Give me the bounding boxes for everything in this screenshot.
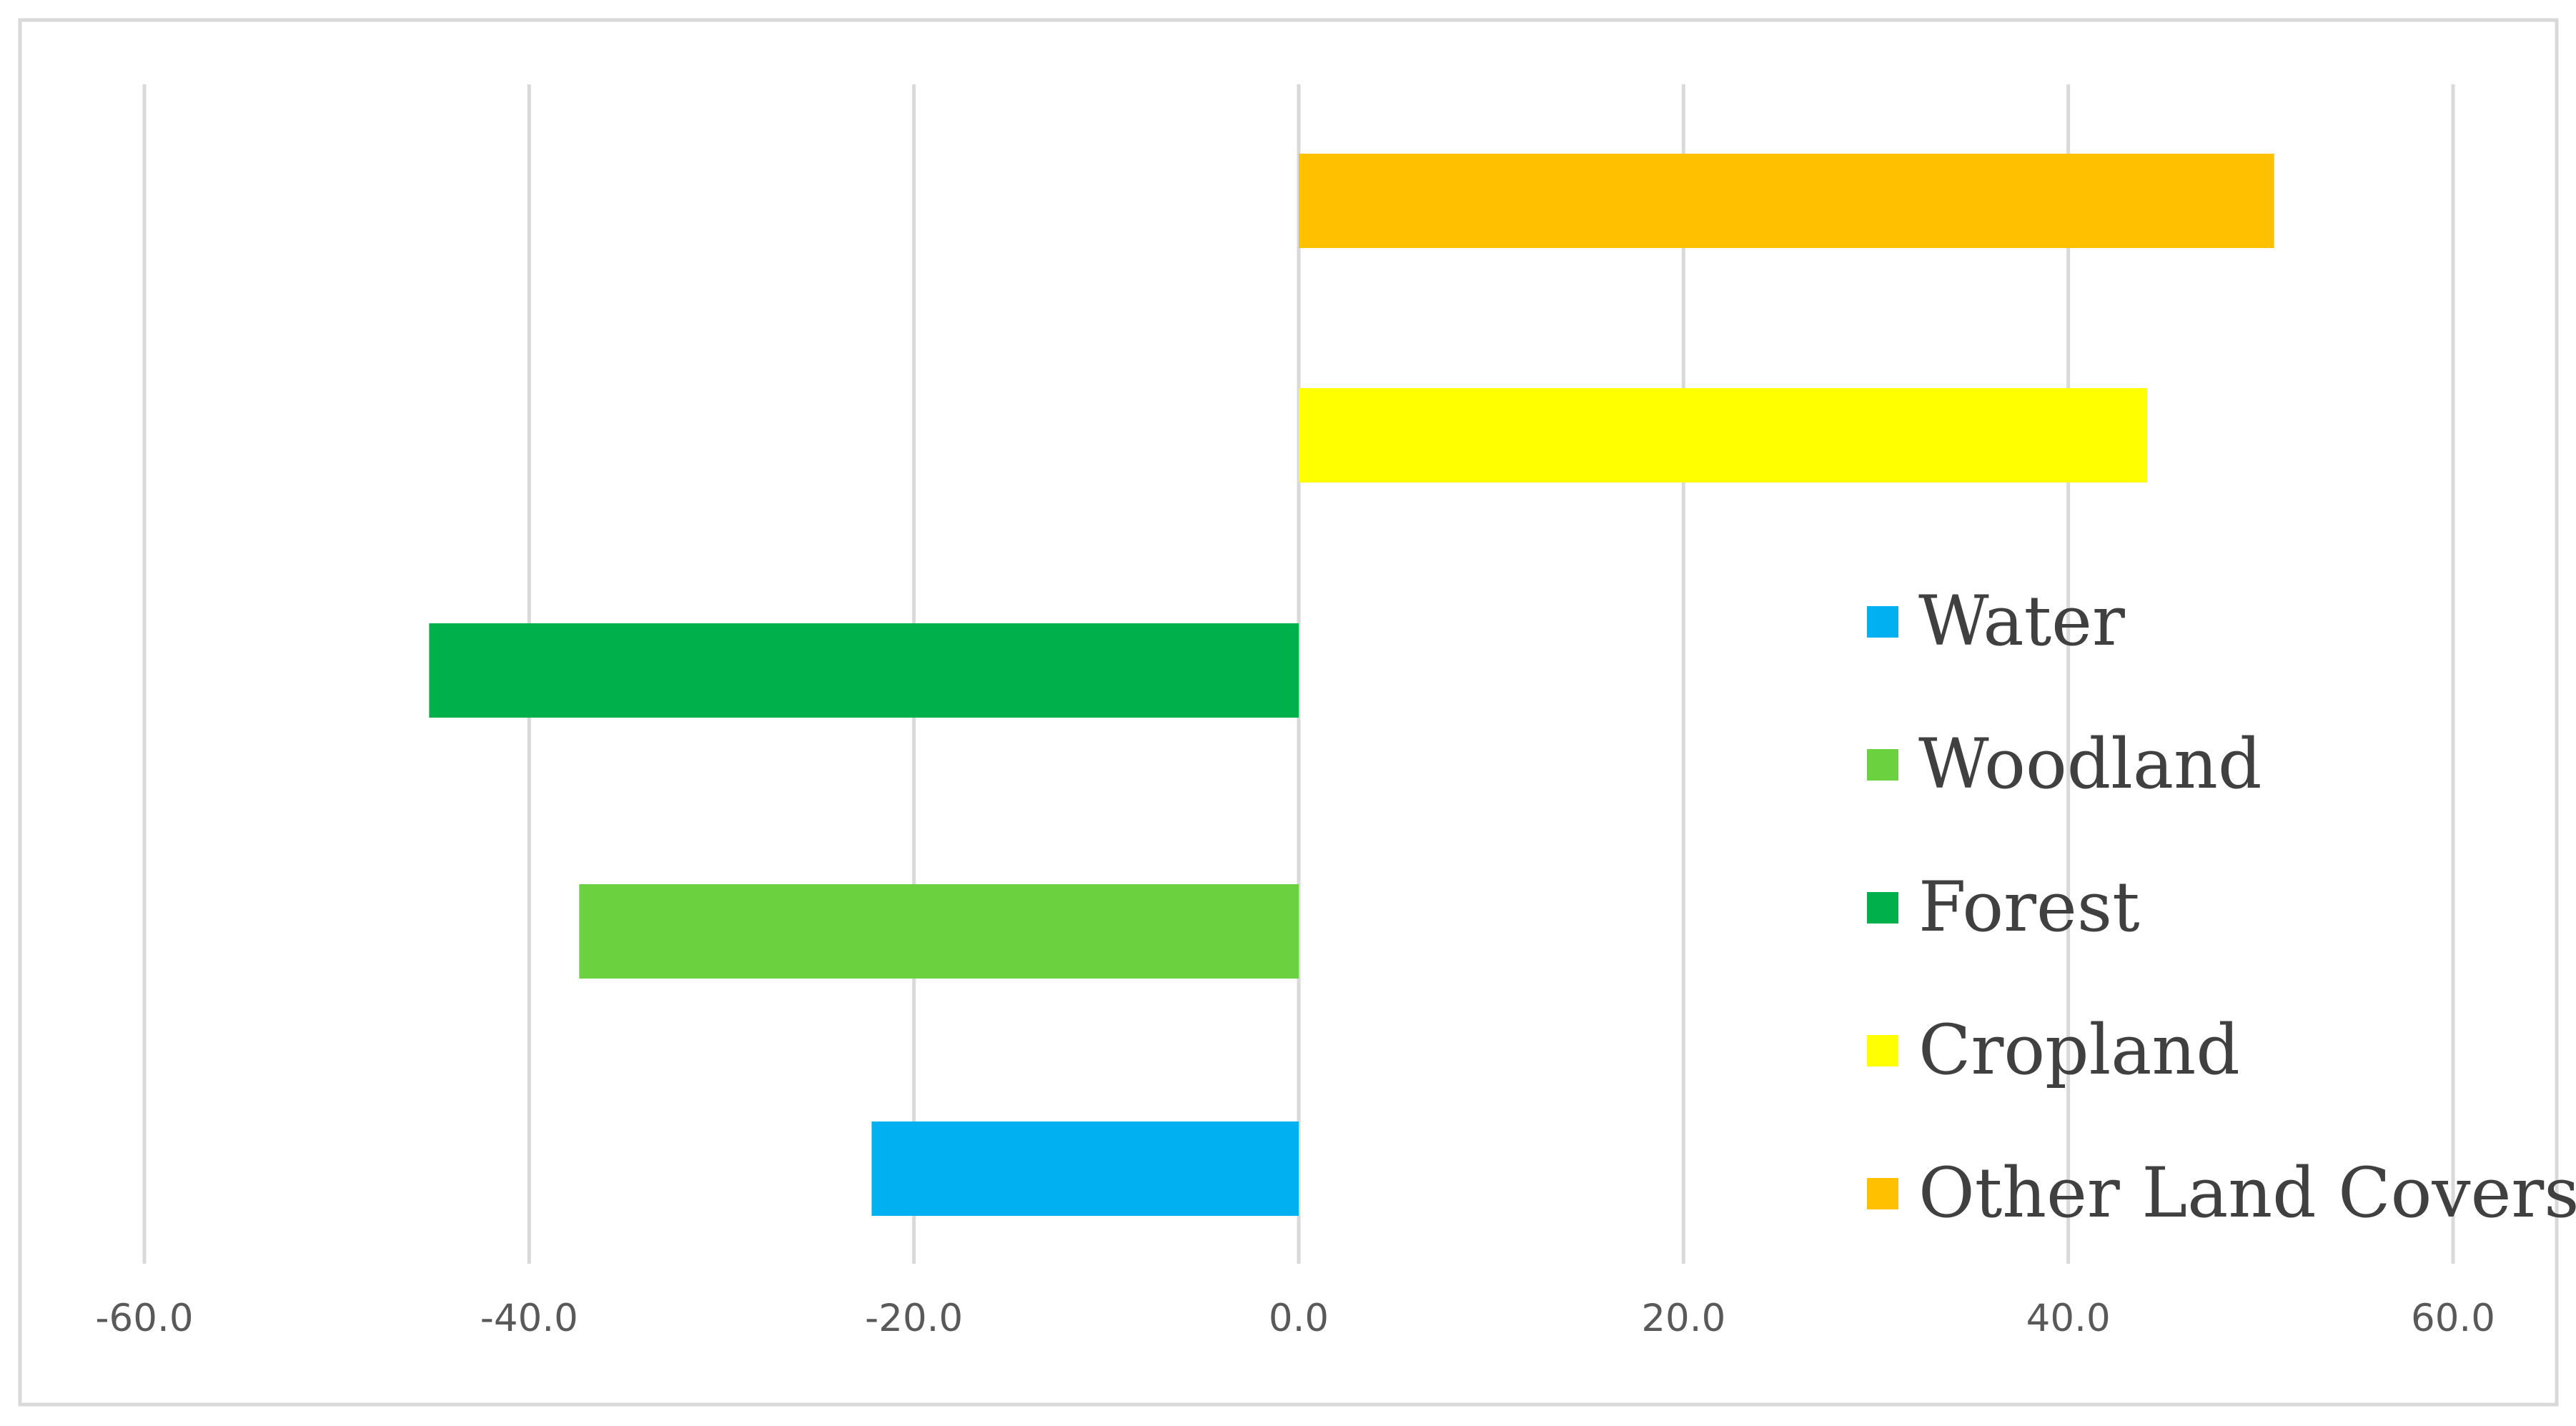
legend-item-woodland: Woodland <box>1867 724 2262 804</box>
x-tick-label: 40.0 <box>2026 1297 2111 1340</box>
legend-label: Forest <box>1918 867 2140 947</box>
x-tick-label: 60.0 <box>2411 1297 2495 1340</box>
legend-swatch <box>1867 1178 1898 1209</box>
x-tick-label: 20.0 <box>1641 1297 1725 1340</box>
legend-label: Woodland <box>1918 724 2262 804</box>
bar-other-land-covers <box>1299 154 2274 248</box>
x-tick-label: 0.0 <box>1269 1297 1329 1340</box>
legend-swatch <box>1867 749 1898 781</box>
bars <box>429 154 2274 1216</box>
legend-swatch <box>1867 606 1898 638</box>
grid-lines <box>142 84 2455 1264</box>
x-tick-label: -20.0 <box>865 1297 963 1340</box>
legend-item-other-land-covers: Other Land Covers <box>1867 1153 2576 1233</box>
legend-item-forest: Forest <box>1867 867 2140 947</box>
legend-swatch <box>1867 892 1898 924</box>
legend-item-water: Water <box>1867 581 2125 661</box>
bar-cropland <box>1299 388 2148 482</box>
bar-forest <box>429 623 1299 718</box>
x-axis-tick-labels: -60.0 -40.0 -20.0 0.0 20.0 40.0 60.0 <box>95 1297 2495 1340</box>
x-tick-label: -40.0 <box>480 1297 578 1340</box>
legend: Water Woodland Forest Cropland Other Land Co… <box>1867 581 2576 1233</box>
x-tick-label: -60.0 <box>95 1297 193 1340</box>
bar-woodland <box>579 884 1299 979</box>
legend-label: Other Land Covers <box>1918 1153 2576 1233</box>
legend-item-cropland: Cropland <box>1867 1010 2240 1090</box>
bar-water <box>871 1122 1299 1216</box>
legend-label: Water <box>1918 581 2125 661</box>
legend-swatch <box>1867 1035 1898 1066</box>
legend-label: Cropland <box>1918 1010 2240 1090</box>
